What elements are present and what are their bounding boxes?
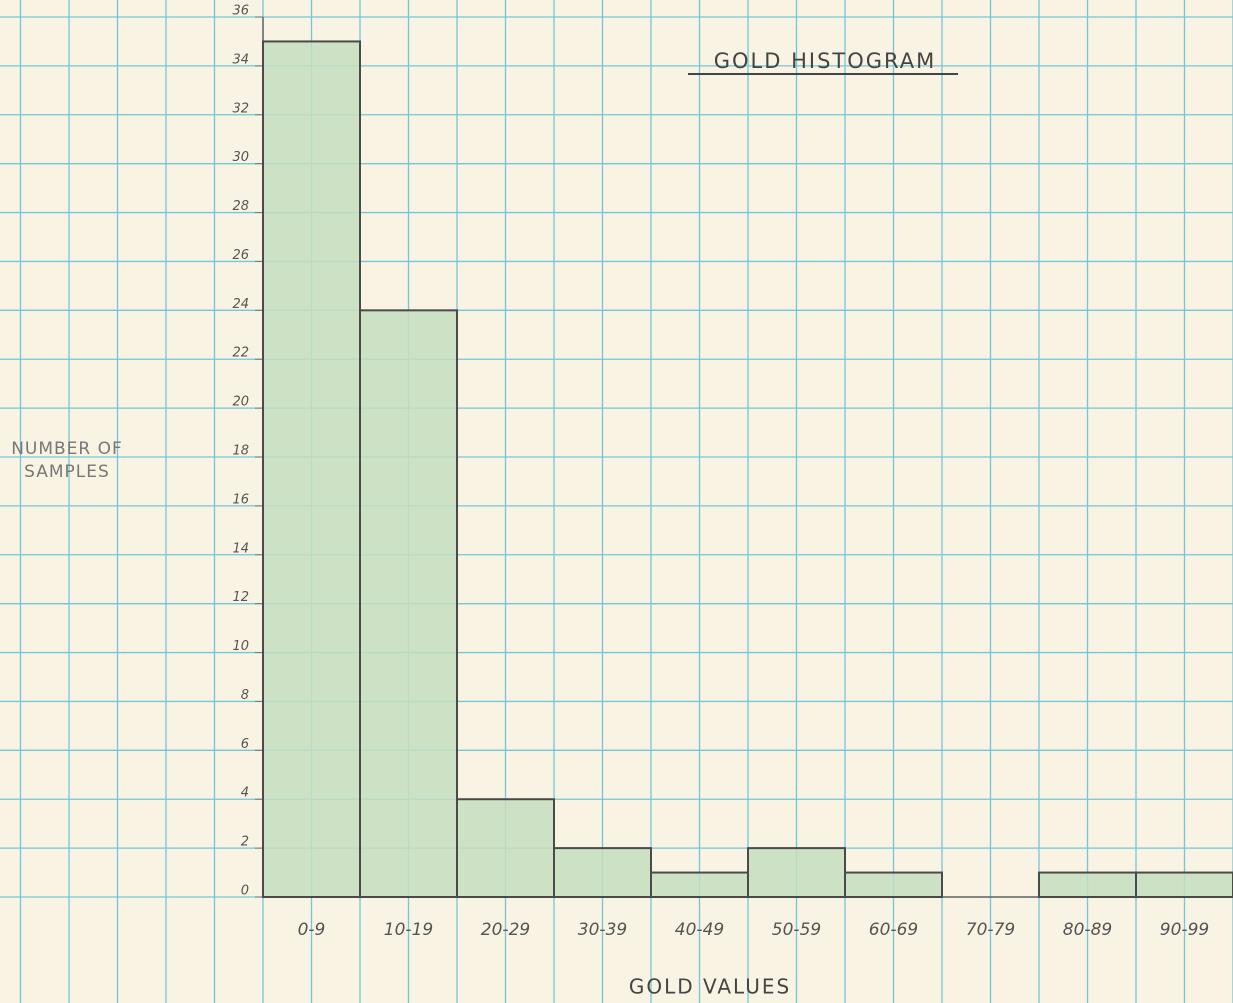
y-tick-label: 20 xyxy=(232,395,249,410)
bar xyxy=(360,310,457,897)
y-tick-label: 36 xyxy=(232,4,249,19)
chart-title: GOLD HISTOGRAM xyxy=(714,49,937,73)
bar xyxy=(554,848,651,897)
y-tick-label: 34 xyxy=(232,52,249,67)
chart: 0246810121416182022242628303234360-910-1… xyxy=(0,0,1233,1003)
y-tick-label: 26 xyxy=(232,248,249,263)
x-tick-label: 50-59 xyxy=(772,920,821,940)
x-tick-label: 30-39 xyxy=(578,920,627,940)
y-tick-label: 18 xyxy=(232,444,249,459)
y-tick-label: 24 xyxy=(232,297,249,312)
x-tick-label: 10-19 xyxy=(384,920,433,940)
bar xyxy=(845,873,942,897)
y-tick-label: 12 xyxy=(232,590,249,605)
page: 0246810121416182022242628303234360-910-1… xyxy=(0,0,1233,1003)
bar xyxy=(1039,873,1136,897)
bar xyxy=(748,848,845,897)
y-tick-label: 8 xyxy=(241,688,249,703)
y-tick-label: 22 xyxy=(232,346,249,361)
x-tick-label: 60-69 xyxy=(869,920,918,940)
y-tick-label: 6 xyxy=(241,737,249,752)
y-tick-label: 16 xyxy=(232,492,249,507)
y-tick-label: 32 xyxy=(232,101,249,116)
y-tick-label: 30 xyxy=(232,150,249,165)
x-tick-label: 80-89 xyxy=(1063,920,1112,940)
y-tick-label: 10 xyxy=(232,639,249,654)
x-tick-label: 70-79 xyxy=(966,920,1015,940)
x-tick-label: 0-9 xyxy=(298,920,326,940)
y-tick-label: 0 xyxy=(241,884,249,899)
y-tick-label: 4 xyxy=(241,786,249,801)
bar xyxy=(1136,873,1233,897)
x-tick-label: 90-99 xyxy=(1160,920,1209,940)
x-tick-label: 20-29 xyxy=(481,920,530,940)
x-axis-label: GOLD VALUES xyxy=(629,975,791,999)
x-tick-label: 40-49 xyxy=(675,920,724,940)
y-tick-label: 14 xyxy=(232,541,249,556)
y-tick-label: 28 xyxy=(232,199,249,214)
y-axis-label: NUMBER OF SAMPLES xyxy=(2,438,132,484)
bar xyxy=(651,873,748,897)
bar xyxy=(457,799,554,897)
y-tick-label: 2 xyxy=(241,835,249,850)
bar xyxy=(263,41,360,897)
